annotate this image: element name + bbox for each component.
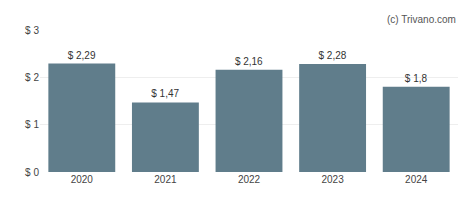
svg-text:2024: 2024 bbox=[405, 174, 428, 185]
svg-text:$ 2,16: $ 2,16 bbox=[235, 56, 263, 67]
svg-text:2021: 2021 bbox=[154, 174, 177, 185]
svg-text:$ 3: $ 3 bbox=[25, 25, 39, 36]
svg-text:$ 1,8: $ 1,8 bbox=[405, 73, 428, 84]
svg-text:$ 1: $ 1 bbox=[25, 119, 39, 130]
svg-text:2022: 2022 bbox=[238, 174, 261, 185]
svg-text:$ 2,28: $ 2,28 bbox=[318, 50, 346, 61]
svg-text:$ 1,47: $ 1,47 bbox=[151, 88, 179, 99]
svg-text:2023: 2023 bbox=[321, 174, 344, 185]
svg-text:$ 2: $ 2 bbox=[25, 72, 39, 83]
svg-text:(c) Trivano.com: (c) Trivano.com bbox=[387, 14, 456, 25]
svg-text:$ 0: $ 0 bbox=[25, 167, 39, 178]
svg-text:2020: 2020 bbox=[71, 174, 94, 185]
svg-text:$ 2,29: $ 2,29 bbox=[68, 50, 96, 61]
